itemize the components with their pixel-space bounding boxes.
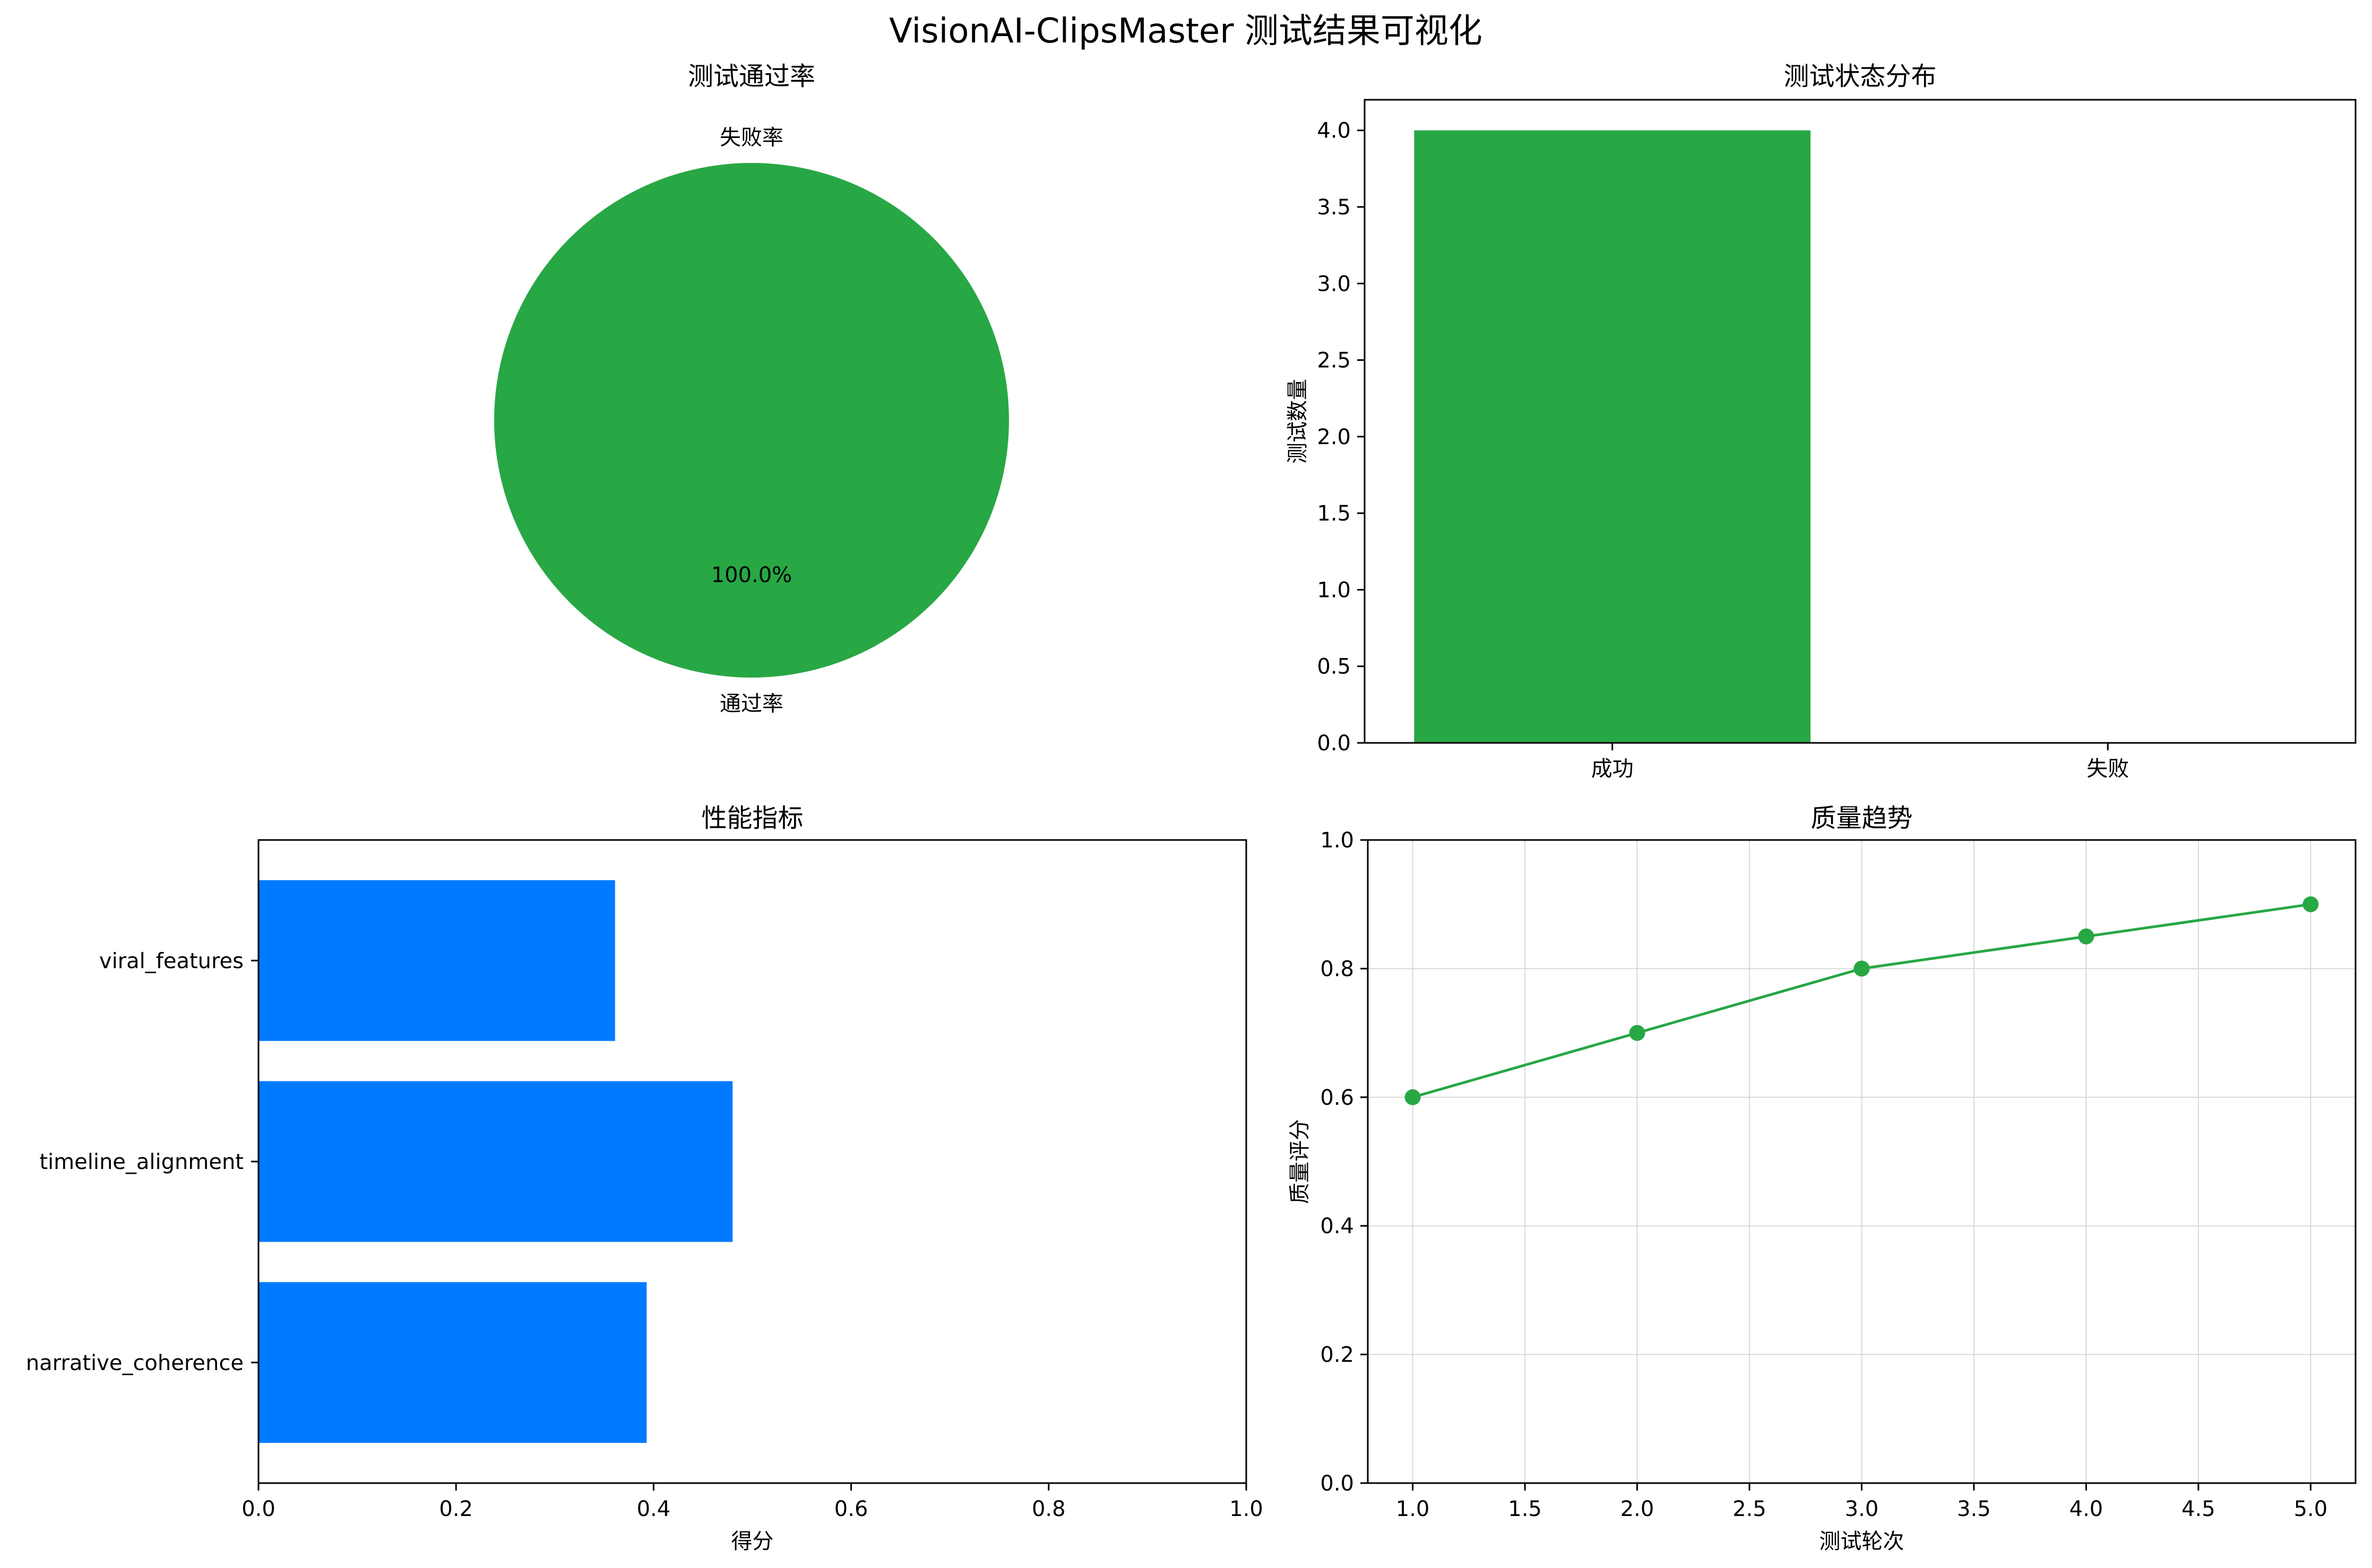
status-ytick-label: 1.5: [1317, 501, 1351, 526]
figure-title: VisionAI-ClipsMaster 测试结果可视化: [889, 12, 1482, 51]
metrics-xtick-label: 0.6: [834, 1497, 868, 1521]
pie-slice-label: 通过率: [720, 692, 783, 716]
status-ytick-label: 3.5: [1317, 195, 1351, 220]
trend-ytick-label: 0.4: [1320, 1214, 1354, 1238]
metrics-ytick-label: timeline_alignment: [39, 1150, 244, 1174]
trend-ytick-label: 0.6: [1320, 1086, 1354, 1110]
trend-xtick-label: 1.5: [1508, 1497, 1542, 1521]
status-ytick-label: 1.0: [1317, 578, 1351, 602]
status-ytick-label: 0.5: [1317, 655, 1351, 679]
trend-xtick-label: 5.0: [2294, 1497, 2328, 1521]
trend-xtick-label: 2.0: [1620, 1497, 1654, 1521]
trend-xtick-label: 3.5: [1957, 1497, 1991, 1521]
status-ytick-label: 3.0: [1317, 272, 1351, 296]
status-ylabel: 测试数量: [1286, 379, 1310, 464]
status-ytick-label: 2.0: [1317, 425, 1351, 449]
trend-ytick-label: 0.8: [1320, 957, 1354, 981]
trend-title: 质量趋势: [1810, 803, 1912, 833]
trend-point-1: [1629, 1025, 1645, 1041]
trend-point-3: [2078, 929, 2094, 945]
metrics-bar-0: [258, 1282, 646, 1443]
metrics-bar-2: [258, 880, 615, 1041]
status-ytick-label: 4.0: [1317, 119, 1351, 143]
trend-ytick-label: 0.0: [1320, 1471, 1354, 1496]
trend-xtick-label: 2.5: [1732, 1497, 1766, 1521]
trend-point-2: [1854, 960, 1870, 976]
trend-point-0: [1405, 1089, 1421, 1105]
metrics-ytick-label: narrative_coherence: [26, 1351, 244, 1375]
trend-point-4: [2302, 896, 2318, 912]
metrics-title: 性能指标: [701, 803, 803, 833]
metrics-xtick-label: 0.8: [1032, 1497, 1066, 1521]
pie-pct-label: 100.0%: [711, 563, 792, 587]
status-title: 测试状态分布: [1783, 62, 1936, 91]
metrics-xtick-label: 0.4: [637, 1497, 671, 1521]
status-xtick-label: 成功: [1591, 757, 1634, 781]
metrics-ytick-label: viral_features: [99, 949, 244, 973]
metrics-xlabel: 得分: [731, 1529, 774, 1554]
metrics-bar-1: [258, 1081, 732, 1242]
pie-slice-label: 失败率: [720, 126, 783, 150]
metrics-xtick-label: 1.0: [1229, 1497, 1263, 1521]
trend-xtick-label: 4.5: [2181, 1497, 2215, 1521]
trend-xtick-label: 1.0: [1396, 1497, 1430, 1521]
trend-ytick-label: 1.0: [1320, 828, 1354, 853]
metrics-xtick-label: 0.0: [241, 1497, 275, 1521]
status-ytick-label: 0.0: [1317, 731, 1351, 756]
trend-ylabel: 质量评分: [1288, 1119, 1312, 1204]
trend-xlabel: 测试轮次: [1819, 1529, 1904, 1554]
pie-title: 测试通过率: [688, 62, 815, 91]
trend-xtick-label: 3.0: [1845, 1497, 1879, 1521]
metrics-xtick-label: 0.2: [439, 1497, 473, 1521]
trend-ytick-label: 0.2: [1320, 1343, 1354, 1367]
status-ytick-label: 2.5: [1317, 349, 1351, 373]
status-xtick-label: 失败: [2086, 757, 2129, 781]
trend-xtick-label: 4.0: [2069, 1497, 2103, 1521]
pie-slice-1: [494, 163, 1009, 678]
status-bar-0: [1414, 131, 1810, 743]
